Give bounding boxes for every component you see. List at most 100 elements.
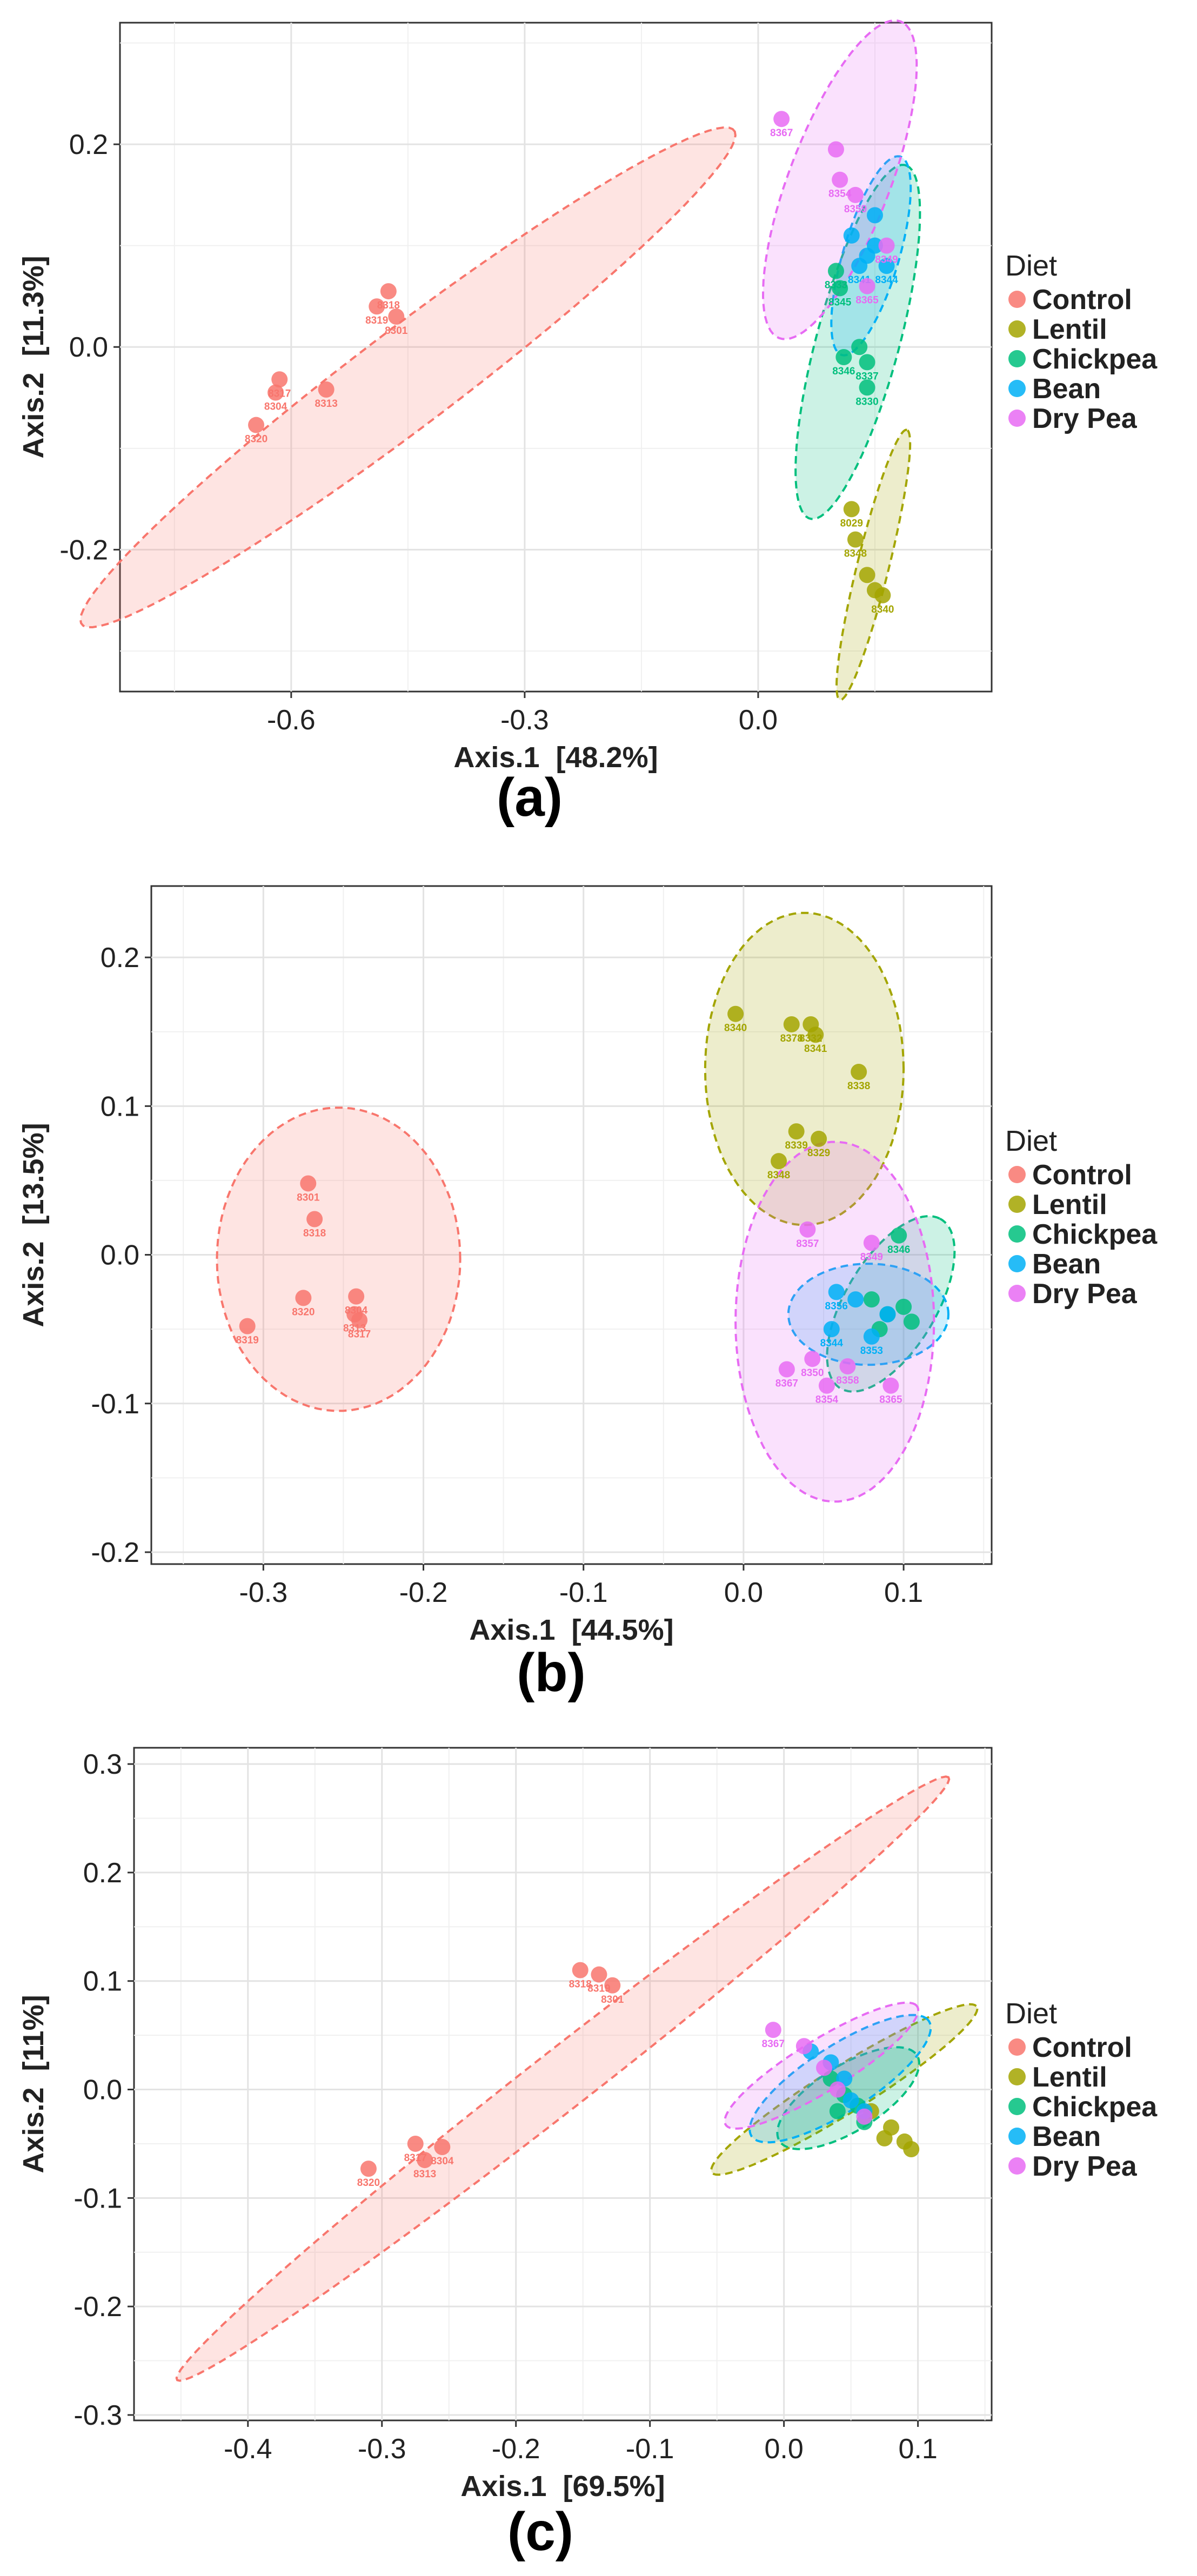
data-point	[843, 501, 860, 518]
y-tick-label: -0.1	[73, 2183, 122, 2214]
data-point	[239, 1318, 256, 1334]
data-point	[348, 1288, 365, 1305]
data-point	[773, 111, 790, 128]
data-point	[807, 1027, 824, 1043]
data-point	[839, 1358, 856, 1374]
legend-key-bean	[1008, 1255, 1026, 1272]
point-label: 8340	[724, 1023, 747, 1034]
data-point	[835, 349, 852, 365]
legend-key-chickpea	[1008, 350, 1026, 367]
y-tick-label: -0.3	[73, 2400, 122, 2431]
legend-title: Diet	[1005, 1997, 1057, 2030]
data-point	[863, 1328, 880, 1345]
data-point	[380, 283, 397, 300]
legend-key-dry-pea	[1008, 410, 1026, 427]
panel-label: (a)	[497, 767, 563, 828]
data-point	[360, 2161, 377, 2177]
data-point	[783, 1016, 800, 1032]
data-point	[823, 1321, 840, 1338]
ellipse-control	[216, 1106, 462, 1412]
data-point	[778, 1361, 795, 1378]
legend-key-lentil	[1008, 2068, 1026, 2085]
data-point	[765, 2022, 781, 2038]
point-label: 8348	[767, 1170, 790, 1181]
point-label: 8367	[775, 1378, 798, 1389]
data-point	[811, 1130, 827, 1147]
data-point	[795, 2038, 812, 2055]
point-label: 8330	[855, 396, 878, 407]
y-tick-label: 0.2	[69, 129, 108, 160]
data-point	[804, 1351, 821, 1367]
point-label: 8339	[785, 1140, 808, 1151]
point-label: 8337	[855, 371, 878, 382]
data-point	[879, 1306, 896, 1323]
data-point	[318, 381, 335, 398]
point-label: 8301	[385, 325, 408, 337]
data-point	[882, 1377, 899, 1394]
legend-key-control	[1008, 291, 1026, 308]
y-tick-label: 0.0	[101, 1240, 139, 1271]
chart-panel-2: 8301831883208319830483178313834083788332…	[17, 885, 1158, 1703]
point-label: 8378	[780, 1033, 803, 1044]
point-label: 8341	[804, 1043, 827, 1055]
legend-key-control	[1008, 1166, 1026, 1183]
point-label: 8319	[365, 315, 388, 326]
data-point	[847, 1291, 864, 1308]
ellipse-control	[79, 126, 737, 629]
legend-label: Dry Pea	[1032, 403, 1138, 434]
legend-label: Chickpea	[1032, 344, 1158, 375]
legend-label: Bean	[1032, 373, 1101, 405]
legend-key-control	[1008, 2038, 1026, 2056]
legend-title: Diet	[1005, 250, 1057, 282]
point-label: 8353	[860, 1345, 883, 1357]
x-tick-label: 0.1	[884, 1577, 923, 1608]
x-tick-label: -0.2	[399, 1577, 448, 1608]
point-label: 8304	[264, 401, 287, 413]
x-tick-label: -0.1	[559, 1577, 608, 1608]
point-label: 8313	[315, 398, 338, 410]
point-label: 8340	[871, 604, 894, 615]
data-point	[856, 2108, 873, 2125]
point-label: 8304	[431, 2156, 454, 2167]
data-point	[832, 171, 848, 188]
legend-label: Chickpea	[1032, 2091, 1158, 2123]
data-point	[859, 354, 875, 371]
legend-label: Dry Pea	[1032, 2151, 1138, 2182]
data-point	[591, 1966, 607, 1983]
point-label: 8338	[847, 1081, 870, 1092]
point-label: 8313	[413, 2169, 436, 2180]
x-tick-label: 0.0	[739, 705, 778, 736]
legend-label: Control	[1032, 284, 1132, 316]
x-tick-label: -0.2	[492, 2433, 540, 2465]
y-tick-label: -0.2	[73, 2291, 122, 2323]
x-tick-label: -0.1	[626, 2433, 674, 2465]
data-point	[863, 1235, 880, 1251]
x-tick-label: -0.3	[500, 705, 549, 736]
point-label: 8358	[836, 1375, 859, 1386]
legend-label: Lentil	[1032, 2062, 1107, 2093]
point-label: 8320	[357, 2177, 380, 2189]
data-point	[851, 1064, 867, 1081]
point-label: 8346	[887, 1244, 910, 1256]
data-point	[874, 587, 891, 603]
ellipse-chickpea	[826, 1215, 956, 1393]
data-point	[903, 1313, 920, 1330]
point-label: 8029	[840, 518, 863, 529]
chart-panel-1: 8318831983018317830483138320802983488340…	[17, 19, 1158, 828]
point-label: 8357	[796, 1238, 819, 1250]
y-tick-label: 0.2	[101, 942, 139, 974]
data-point	[843, 227, 860, 244]
data-point	[306, 1211, 323, 1227]
data-point	[891, 1227, 907, 1244]
point-label: 8359	[844, 204, 867, 215]
legend-key-dry-pea	[1008, 2157, 1026, 2175]
data-point	[859, 278, 875, 294]
data-point	[771, 1153, 787, 1170]
x-tick-label: 0.0	[765, 2433, 804, 2465]
point-label: 8319	[236, 1335, 259, 1346]
legend-label: Chickpea	[1032, 1219, 1158, 1250]
legend-key-chickpea	[1008, 2098, 1026, 2115]
